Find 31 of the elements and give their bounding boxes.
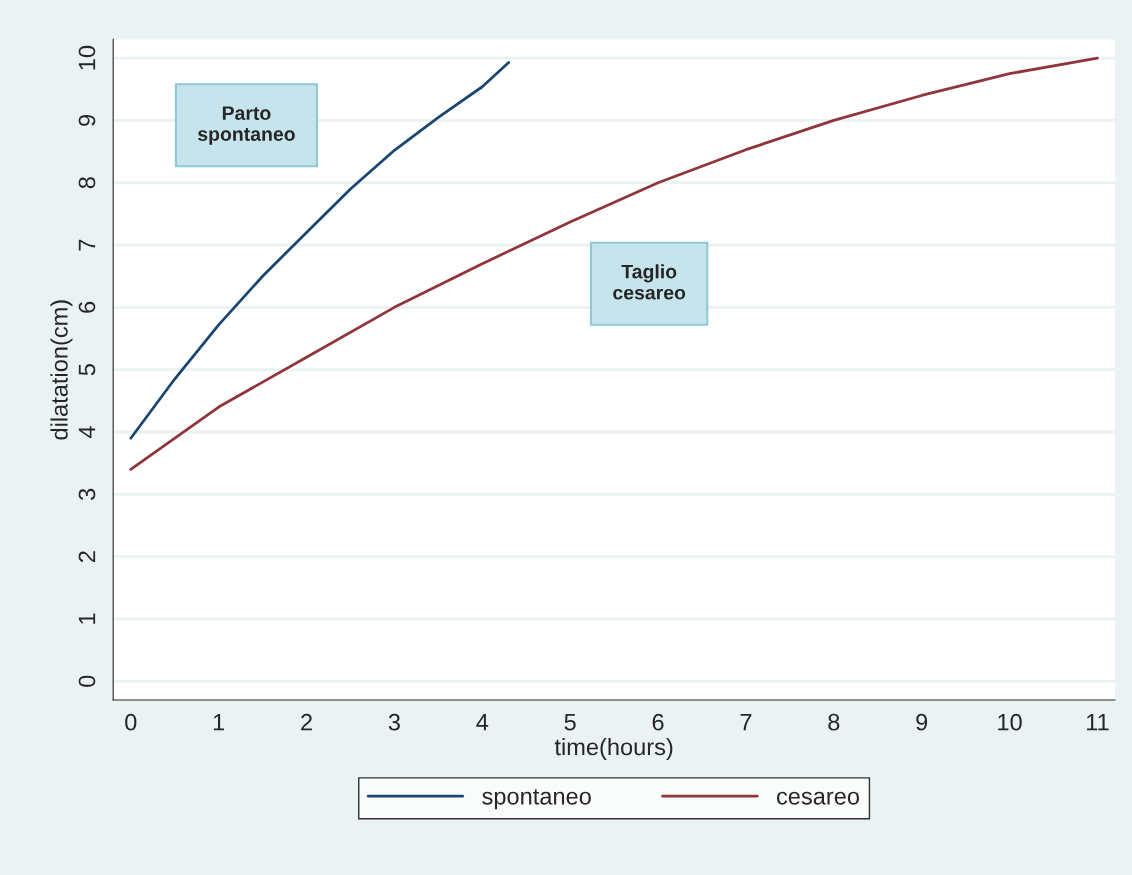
line-series: [129, 61, 511, 440]
legend-label: cesareo: [777, 791, 860, 805]
x-tick-label: 4: [476, 714, 489, 731]
y-tick-label: 6: [78, 301, 96, 313]
x-tick-label: 9: [916, 713, 928, 731]
x-tick-label: 6: [652, 713, 664, 731]
y-tick-label: 5: [78, 364, 96, 376]
y-tick-label: 0: [78, 675, 96, 687]
x-tick-label: 0: [125, 713, 137, 731]
x-tick-label: 11: [1086, 714, 1109, 731]
x-tick-label: 10: [998, 713, 1022, 731]
x-tick-label: 5: [564, 714, 576, 731]
x-axis-title: time(hours): [554, 737, 673, 760]
x-tick-label: 3: [388, 713, 400, 731]
x-tick-label: 7: [740, 714, 752, 731]
x-tick-label: 8: [828, 713, 840, 731]
x-tick-label: 2: [301, 713, 312, 731]
annotation: Taglio cesareo: [613, 264, 686, 300]
y-tick-label: 1: [78, 613, 96, 624]
y-axis-title: dilatation(cm): [50, 300, 73, 440]
x-tick-label: 1: [213, 714, 225, 731]
y-tick-label: 10: [78, 45, 96, 70]
y-tick-label: 4: [78, 426, 96, 439]
y-tick-label: 7: [78, 239, 96, 251]
legend-label: spontaneo: [482, 789, 591, 810]
y-tick-label: 3: [78, 488, 96, 500]
y-tick-label: 9: [78, 114, 96, 126]
line-series: [129, 56, 1099, 471]
y-tick-label: 8: [78, 177, 96, 189]
annotation: Parto spontaneo: [197, 106, 295, 145]
y-tick-label: 2: [78, 551, 96, 563]
